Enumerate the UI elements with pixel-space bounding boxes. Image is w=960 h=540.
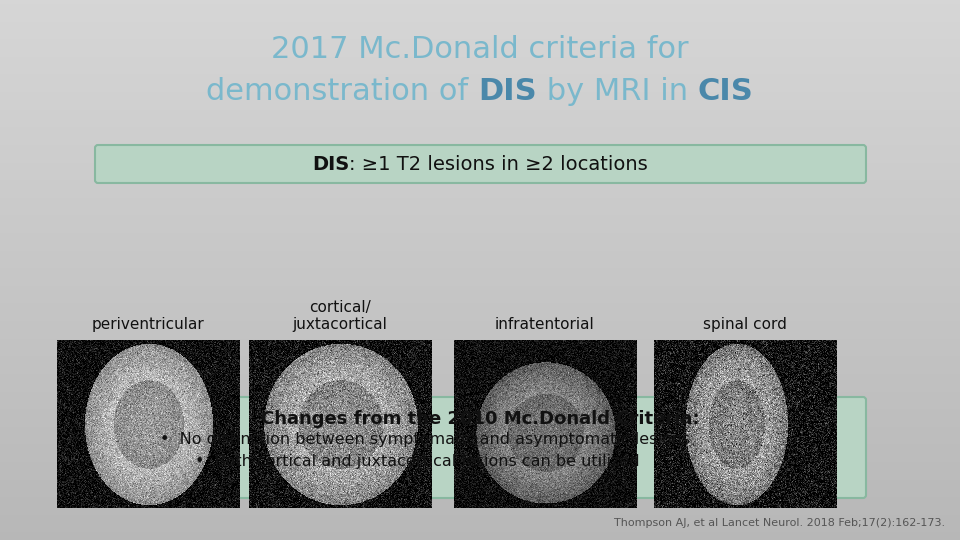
Text: DIS: DIS — [312, 154, 349, 173]
FancyBboxPatch shape — [95, 145, 866, 183]
Text: 2017 Mc.Donald criteria for: 2017 Mc.Donald criteria for — [271, 36, 689, 64]
Text: periventricular: periventricular — [91, 317, 204, 332]
Text: by MRI in: by MRI in — [537, 78, 698, 106]
Text: Changes from the 2010 Mc.Donald Criteria:: Changes from the 2010 Mc.Donald Criteria… — [261, 410, 699, 429]
FancyBboxPatch shape — [95, 397, 866, 498]
Text: •  No distinction between symptomatic and asymptomatic lesions: • No distinction between symptomatic and… — [160, 432, 690, 447]
Text: CIS: CIS — [698, 78, 754, 106]
Text: DIS: DIS — [478, 78, 537, 106]
Text: demonstration of: demonstration of — [206, 78, 478, 106]
Text: cortical/
juxtacortical: cortical/ juxtacortical — [293, 300, 388, 332]
Text: •  Both cortical and juxtacortical lesions can be utilized: • Both cortical and juxtacortical lesion… — [195, 454, 639, 469]
Text: infratentorial: infratentorial — [495, 317, 595, 332]
Text: : ≥1 T2 lesions in ≥2 locations: : ≥1 T2 lesions in ≥2 locations — [349, 154, 648, 173]
Text: Thompson AJ, et al Lancet Neurol. 2018 Feb;17(2):162-173.: Thompson AJ, et al Lancet Neurol. 2018 F… — [613, 518, 945, 528]
Text: spinal cord: spinal cord — [703, 317, 787, 332]
